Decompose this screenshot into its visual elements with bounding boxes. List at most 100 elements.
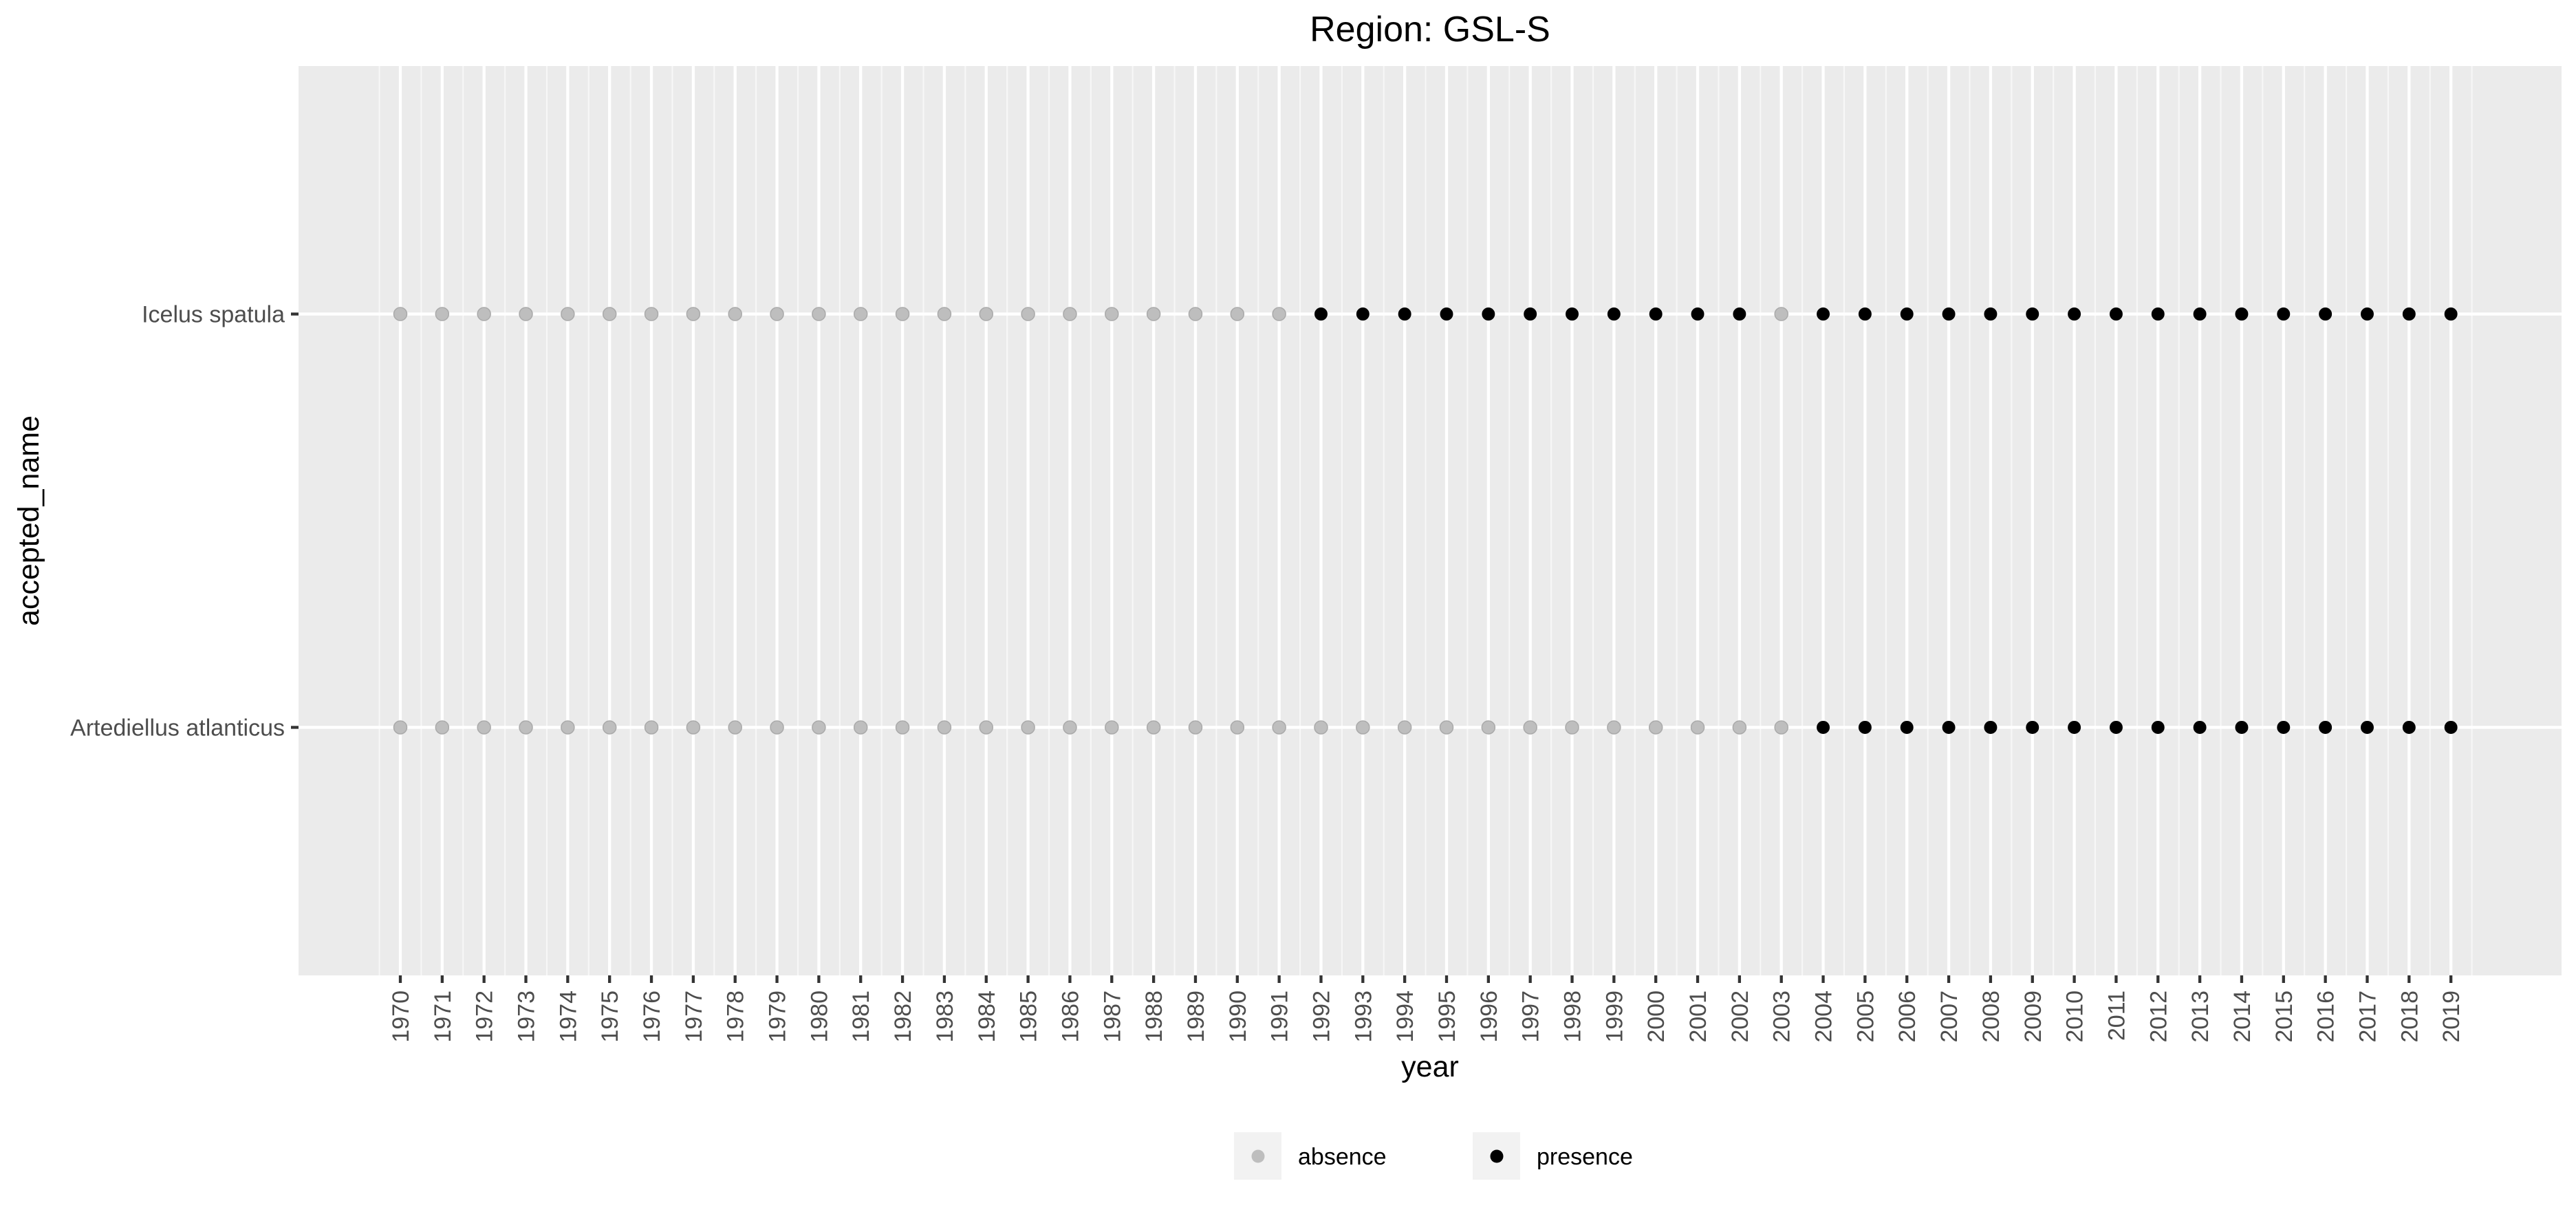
data-point-presence: [1440, 307, 1453, 321]
data-point-absence: [979, 307, 994, 321]
data-point-absence: [1146, 720, 1161, 735]
data-point-absence: [1481, 720, 1496, 735]
data-point-absence: [1565, 720, 1579, 735]
x-tick-label: 1994: [1392, 991, 1418, 1043]
data-point-absence: [937, 307, 952, 321]
data-point-presence: [2360, 720, 2374, 734]
data-point-presence: [1356, 307, 1370, 321]
data-point-absence: [1021, 720, 1035, 735]
x-tick-label: 2011: [2103, 991, 2130, 1041]
data-point-presence: [2109, 307, 2123, 321]
data-point-absence: [1356, 720, 1370, 735]
data-point-absence: [1397, 720, 1412, 735]
x-tick-label: 2019: [2438, 991, 2465, 1043]
x-tick-label: 2018: [2396, 991, 2423, 1043]
data-point-absence: [728, 307, 742, 321]
x-tick-label: 1999: [1601, 991, 1627, 1043]
x-tick-label: 2006: [1894, 991, 1920, 1043]
data-point-presence: [2151, 307, 2165, 321]
x-axis-title: year: [1401, 1050, 1459, 1083]
panel-background: [299, 66, 2562, 975]
data-point-absence: [1230, 720, 1245, 735]
data-point-presence: [1984, 307, 1998, 321]
y-axis: Artediellus atlanticus Icelus spatula: [70, 302, 299, 741]
x-axis: 1970 1971 1972 1973 1974 1975 1976 1977 1978 1979…: [388, 975, 2465, 1043]
x-tick-label: 1993: [1350, 991, 1376, 1043]
data-point-presence: [1984, 720, 1998, 734]
data-point-presence: [1524, 307, 1537, 321]
data-point-presence: [2026, 307, 2039, 321]
x-tick-label: 1977: [681, 991, 707, 1043]
x-tick-label: 2002: [1727, 991, 1753, 1043]
data-point-absence: [435, 720, 450, 735]
data-point-absence: [477, 307, 491, 321]
data-point-presence: [1817, 307, 1830, 321]
data-point-absence: [1230, 307, 1245, 321]
x-tick-label: 1988: [1141, 991, 1167, 1043]
x-tick-label: 2008: [1978, 991, 2004, 1043]
data-point-absence: [519, 720, 533, 735]
x-tick-label: 2005: [1852, 991, 1879, 1043]
x-tick-label: 1976: [639, 991, 665, 1043]
data-point-absence: [644, 307, 659, 321]
data-point-presence: [1398, 307, 1411, 321]
data-point-absence: [1774, 307, 1788, 321]
data-point-absence: [1063, 720, 1077, 735]
data-point-absence: [812, 720, 826, 735]
x-tick-label: 1973: [514, 991, 540, 1043]
data-point-presence: [1942, 720, 1956, 734]
data-point-absence: [728, 720, 742, 735]
data-point-presence: [2068, 720, 2081, 734]
data-point-presence: [2151, 720, 2165, 734]
x-tick-label: 1992: [1308, 991, 1334, 1043]
grid-layer: [299, 66, 2562, 975]
x-tick-label: 2013: [2187, 991, 2214, 1043]
legend-label-absence: absence: [1298, 1144, 1387, 1170]
data-point-absence: [1146, 307, 1161, 321]
x-tick-label: 1981: [848, 991, 874, 1043]
chart-title: Region: GSL-S: [1310, 10, 1550, 50]
x-tick-label: 1979: [765, 991, 791, 1043]
x-tick-label: 1982: [890, 991, 916, 1043]
data-point-presence: [1900, 720, 1914, 734]
data-point-absence: [812, 307, 826, 321]
data-point-absence: [1690, 720, 1705, 735]
x-tick-label: 2016: [2313, 991, 2339, 1043]
data-point-absence: [1648, 720, 1663, 735]
data-point-presence: [1817, 720, 1830, 734]
x-tick-label: 1989: [1183, 991, 1209, 1043]
data-point-absence: [602, 307, 617, 321]
data-point-absence: [1774, 720, 1788, 735]
data-point-presence: [2444, 307, 2458, 321]
data-point-absence: [1523, 720, 1537, 735]
data-point-presence: [2319, 720, 2333, 734]
x-tick-label: 2009: [2020, 991, 2046, 1043]
data-point-absence: [561, 307, 575, 321]
legend-marker-presence: [1490, 1149, 1504, 1163]
data-point-absence: [1188, 307, 1203, 321]
x-tick-label: 1978: [723, 991, 749, 1043]
legend-marker-absence: [1251, 1149, 1265, 1163]
data-point-presence: [2319, 307, 2333, 321]
x-tick-label: 2007: [1936, 991, 1962, 1043]
x-tick-label: 1971: [430, 991, 456, 1043]
data-point-presence: [1942, 307, 1956, 321]
data-point-presence: [2193, 307, 2207, 321]
data-point-presence: [1482, 307, 1495, 321]
data-point-presence: [2277, 720, 2291, 734]
data-point-absence: [686, 720, 701, 735]
x-tick-label: 1984: [974, 991, 1000, 1043]
data-point-presence: [1858, 720, 1872, 734]
data-point-presence: [2068, 307, 2081, 321]
x-tick-label: 1970: [388, 991, 414, 1043]
data-point-presence: [2402, 720, 2416, 734]
x-tick-label: 1983: [932, 991, 958, 1043]
data-point-absence: [979, 720, 994, 735]
data-point-absence: [770, 307, 784, 321]
legend: absence presence: [1234, 1132, 1633, 1180]
data-point-absence: [561, 720, 575, 735]
x-tick-label: 1985: [1016, 991, 1042, 1043]
x-tick-label: 1996: [1476, 991, 1502, 1043]
